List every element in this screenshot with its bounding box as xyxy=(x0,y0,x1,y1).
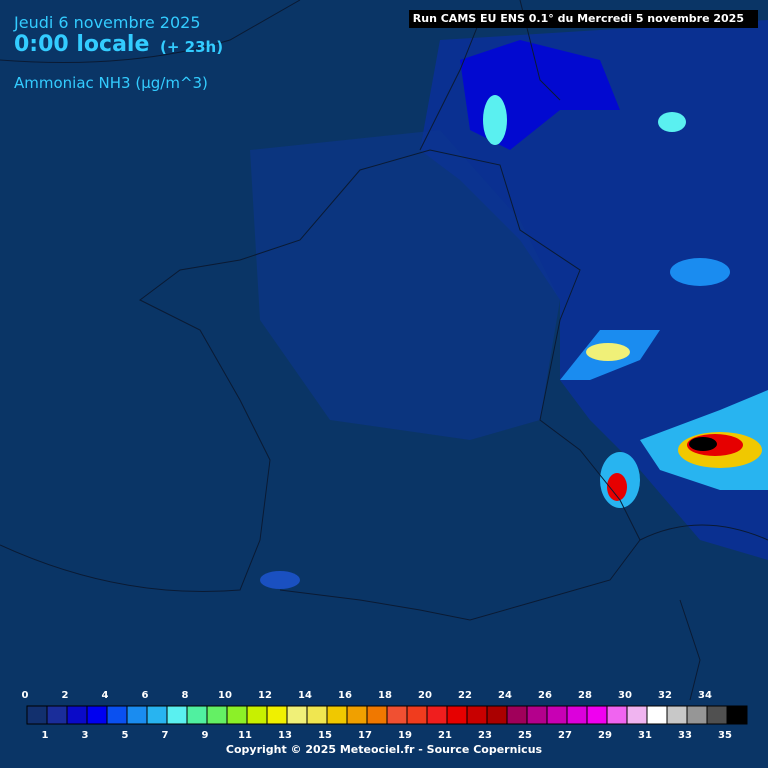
hotspot xyxy=(689,437,717,451)
legend-label: 6 xyxy=(141,690,149,701)
legend-swatch xyxy=(66,705,88,725)
legend-swatch xyxy=(266,705,288,725)
legend-label: 5 xyxy=(121,730,129,741)
legend-swatch xyxy=(186,705,208,725)
legend-swatch xyxy=(326,705,348,725)
legend-label: 34 xyxy=(698,690,712,701)
legend-label: 16 xyxy=(338,690,352,701)
legend-swatch xyxy=(26,705,48,725)
legend-swatch xyxy=(486,705,508,725)
legend-swatch xyxy=(166,705,188,725)
legend-swatch xyxy=(546,705,568,725)
borders xyxy=(0,0,768,701)
legend-swatch xyxy=(406,705,428,725)
legend-label: 12 xyxy=(258,690,272,701)
legend-swatch xyxy=(426,705,448,725)
hotspot xyxy=(607,473,627,501)
legend-label: 35 xyxy=(718,730,732,741)
coast xyxy=(0,0,301,63)
legend-label: 29 xyxy=(598,730,612,741)
legend-label: 18 xyxy=(378,690,392,701)
legend-label: 4 xyxy=(101,690,109,701)
legend-swatch xyxy=(686,705,708,725)
corsica xyxy=(679,599,701,701)
legend-swatch xyxy=(466,705,488,725)
legend-label: 25 xyxy=(518,730,532,741)
legend-swatch xyxy=(346,705,368,725)
time: 0:00 locale xyxy=(14,32,150,57)
legend-swatch xyxy=(306,705,328,725)
france-border xyxy=(0,149,641,621)
legend-swatch xyxy=(206,705,228,725)
legend-label: 3 xyxy=(81,730,89,741)
hotspot xyxy=(658,112,686,132)
legend-label: 21 xyxy=(438,730,452,741)
legend-swatch xyxy=(106,705,128,725)
variable: Ammoniac NH3 (µg/m^3) xyxy=(14,74,208,92)
date: Jeudi 6 novembre 2025 xyxy=(14,13,201,32)
legend-label: 7 xyxy=(161,730,169,741)
legend-label: 31 xyxy=(638,730,652,741)
legend-label: 20 xyxy=(418,690,432,701)
hotspot xyxy=(260,571,300,589)
legend-swatch xyxy=(86,705,108,725)
legend-label: 13 xyxy=(278,730,292,741)
legend-label: 17 xyxy=(358,730,372,741)
legend-label: 28 xyxy=(578,690,592,701)
legend-swatch xyxy=(666,705,688,725)
legend-label: 1 xyxy=(41,730,49,741)
legend-label: 2 xyxy=(61,690,69,701)
legend-swatch xyxy=(226,705,248,725)
legend-label: 10 xyxy=(218,690,232,701)
copyright: Copyright © 2025 Meteociel.fr - Source C… xyxy=(225,743,543,756)
legend-swatch xyxy=(286,705,308,725)
legend-label: 30 xyxy=(618,690,632,701)
hotspot xyxy=(586,343,630,361)
legend-swatch xyxy=(566,705,588,725)
legend-swatch xyxy=(446,705,468,725)
legend-label: 33 xyxy=(678,730,692,741)
legend-swatch xyxy=(606,705,628,725)
concentration-field xyxy=(250,20,768,589)
legend xyxy=(26,705,748,725)
coast xyxy=(419,19,481,151)
legend-swatch xyxy=(646,705,668,725)
run-info: Run CAMS EU ENS 0.1° du Mercredi 5 novem… xyxy=(408,10,758,28)
legend-label: 0 xyxy=(21,690,29,701)
legend-label: 23 xyxy=(478,730,492,741)
lead-time: (+ 23h) xyxy=(160,38,224,56)
legend-swatch xyxy=(366,705,388,725)
legend-swatch xyxy=(526,705,548,725)
legend-swatch xyxy=(126,705,148,725)
legend-label: 27 xyxy=(558,730,572,741)
legend-label: 8 xyxy=(181,690,189,701)
legend-label: 19 xyxy=(398,730,412,741)
legend-label: 9 xyxy=(201,730,209,741)
legend-swatch xyxy=(586,705,608,725)
legend-label: 14 xyxy=(298,690,312,701)
legend-label: 32 xyxy=(658,690,672,701)
legend-label: 22 xyxy=(458,690,472,701)
legend-swatch xyxy=(726,705,748,725)
legend-swatch xyxy=(146,705,168,725)
hotspot xyxy=(483,95,507,145)
legend-swatch xyxy=(706,705,728,725)
legend-label: 26 xyxy=(538,690,552,701)
legend-label: 15 xyxy=(318,730,332,741)
coast xyxy=(639,524,768,541)
legend-label: 24 xyxy=(498,690,512,701)
hotspot xyxy=(670,258,730,286)
legend-swatch xyxy=(626,705,648,725)
legend-swatch xyxy=(506,705,528,725)
legend-label: 11 xyxy=(238,730,252,741)
legend-swatch xyxy=(386,705,408,725)
legend-swatch xyxy=(46,705,68,725)
legend-swatch xyxy=(246,705,268,725)
